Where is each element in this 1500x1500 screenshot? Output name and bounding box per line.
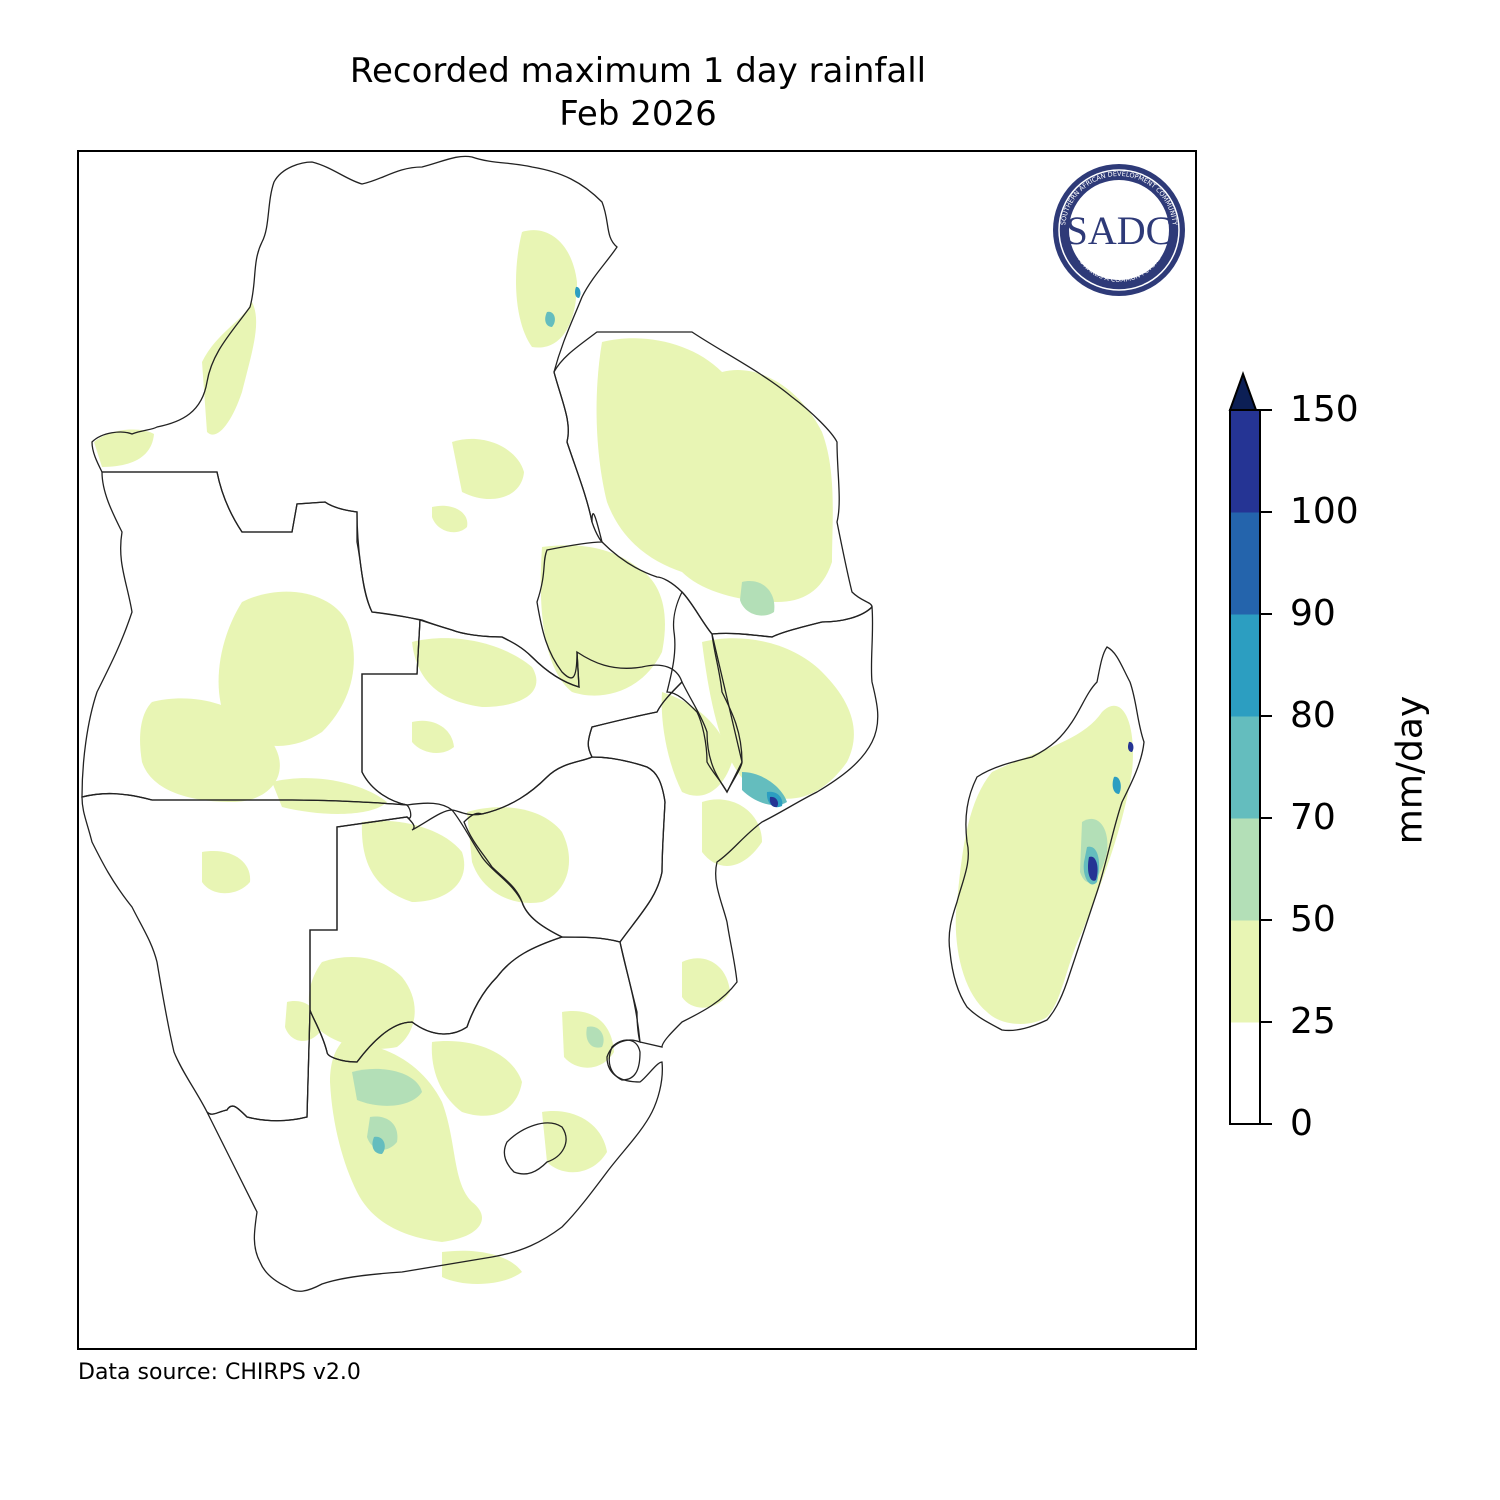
country-borders	[81, 155, 1145, 1292]
colorbar-tick-label: 100	[1290, 491, 1359, 532]
colorbar-segment	[1230, 410, 1260, 513]
colorbar-tick-label: 25	[1290, 1001, 1336, 1042]
colorbar-segment	[1230, 512, 1260, 615]
map-subtitle: Feb 2026	[559, 94, 717, 134]
colorbar-segment	[1230, 920, 1260, 1023]
rainfall-100-150-layer	[769, 741, 1134, 881]
logo-text: SADC	[1066, 208, 1173, 253]
colorbar-extend-arrow	[1228, 371, 1258, 411]
colorbar-unit-label: mm/day	[1389, 695, 1431, 845]
map-title: Recorded maximum 1 day rainfall	[349, 51, 927, 91]
colorbar-outline	[1229, 409, 1261, 1125]
colorbar-segment	[1230, 1022, 1260, 1125]
colorbar-segments	[1230, 410, 1260, 1125]
data-source-note: Data source: CHIRPS v2.0	[78, 1360, 361, 1385]
colorbar-tick-label: 70	[1290, 797, 1336, 838]
colorbar-ticks	[1260, 409, 1272, 1125]
rainfall-25-50-layer	[94, 230, 1133, 1284]
sadc-logo: SADC SOUTHERN AFRICAN DEVELOPMENT COMMUN…	[1053, 164, 1185, 296]
colorbar-tick-label: 90	[1290, 593, 1336, 634]
map-panel	[77, 150, 1197, 1350]
colorbar-segment	[1230, 716, 1260, 819]
colorbar-tick-label: 150	[1290, 389, 1359, 430]
colorbar-segment	[1230, 614, 1260, 717]
colorbar-tick-label: 0	[1290, 1103, 1313, 1144]
colorbar-tick-label: 50	[1290, 899, 1336, 940]
map-canvas	[81, 155, 1145, 1292]
colorbar-tick-label: 80	[1290, 695, 1336, 736]
colorbar-segment	[1230, 818, 1260, 921]
colorbar	[1228, 371, 1272, 1125]
